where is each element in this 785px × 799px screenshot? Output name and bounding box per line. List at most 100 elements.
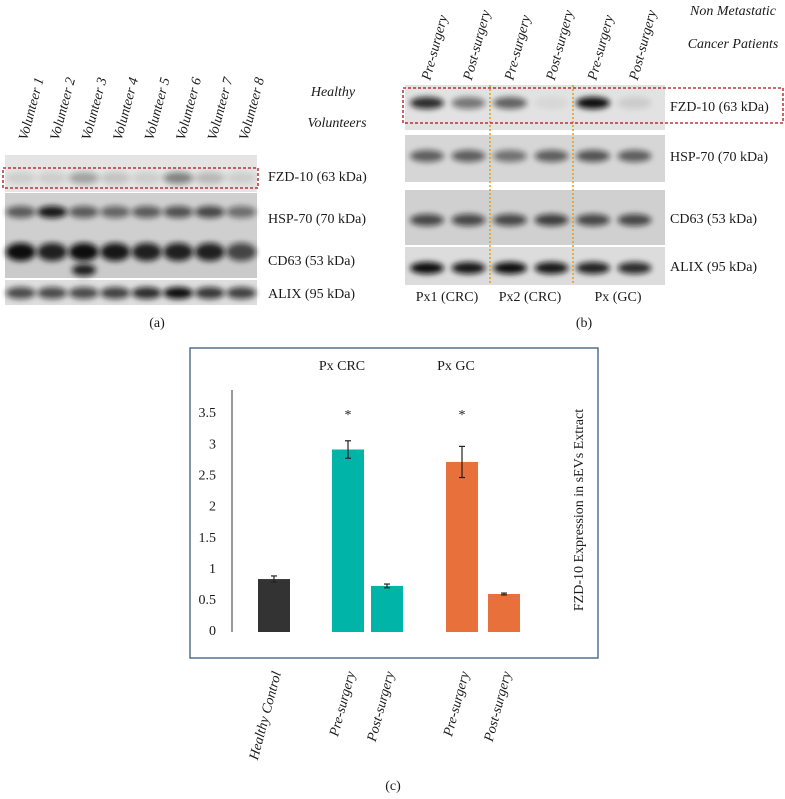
y-tick-label: 2 (209, 500, 216, 515)
column-label: Volunteer 1 (16, 76, 47, 142)
blot-band (534, 150, 569, 162)
y-tick-label: 1.5 (199, 531, 217, 546)
y-tick-label: 1 (209, 562, 216, 577)
blot-band (131, 243, 162, 261)
blot-band (534, 262, 569, 274)
panel-b-title: Cancer Patients (688, 37, 779, 52)
blots (5, 85, 665, 305)
blot-band (100, 287, 131, 299)
highlight-box (402, 87, 784, 124)
blot-band (100, 243, 131, 261)
blot-band (72, 264, 96, 276)
row-label: FZD-10 (63 kDa) (268, 170, 367, 185)
blot-band (5, 172, 36, 184)
x-tick-label: Post-surgery (365, 669, 399, 744)
column-label: Volunteer 5 (142, 76, 173, 142)
panel-b-title: Non Metastatic (689, 4, 777, 19)
blot-band (493, 262, 527, 274)
blot-band (617, 214, 652, 226)
x-tick-label: Pre-surgery (441, 669, 473, 739)
blot-band (5, 206, 36, 218)
column-label: Post-surgery (461, 8, 495, 83)
row-label: ALIX (95 kDa) (670, 260, 757, 275)
blot-band (410, 262, 444, 274)
blot-band (194, 206, 225, 218)
blot-band (576, 262, 610, 274)
row-label: HSP-70 (70 kDa) (670, 150, 768, 165)
column-label: Post-surgery (544, 8, 578, 83)
row-label: CD63 (53 kDa) (670, 212, 757, 227)
blot-band (37, 206, 68, 218)
panel-a-title: Volunteers (307, 116, 367, 131)
blot-band (163, 287, 194, 299)
column-label: Volunteer 7 (205, 75, 236, 142)
blot-band (100, 172, 131, 184)
group-label: Px2 (CRC) (499, 290, 562, 305)
blot-band (163, 172, 194, 184)
column-label: Volunteer 4 (111, 76, 142, 142)
y-tick-label: 0.5 (199, 593, 217, 608)
blot-band (451, 262, 486, 274)
blot-band (451, 214, 486, 226)
chart-frame (189, 347, 599, 659)
annotation: * (459, 408, 466, 423)
column-label: Pre-surgery (585, 13, 617, 83)
blot-band (493, 97, 527, 109)
blot-band (163, 206, 194, 218)
blot-band (68, 172, 99, 184)
column-label: Volunteer 3 (79, 76, 110, 142)
blot-band (617, 262, 652, 274)
blot-band (493, 150, 527, 162)
row-label: CD63 (53 kDa) (268, 254, 355, 269)
column-label: Volunteer 8 (237, 76, 268, 142)
bar (488, 594, 520, 632)
group-label: Px GC (437, 359, 475, 374)
blot-band (131, 287, 162, 299)
y-tick-label: 2.5 (199, 469, 217, 484)
column-label: Volunteer 6 (174, 76, 205, 142)
column-label: Volunteer 2 (48, 76, 79, 142)
blot-band (194, 243, 225, 261)
row-label: FZD-10 (63 kDa) (670, 100, 769, 115)
panel-label: (b) (576, 316, 593, 331)
blot-band (493, 214, 527, 226)
blot-band (226, 287, 257, 299)
y-tick-label: 3 (209, 437, 216, 452)
blot-band (410, 214, 444, 226)
blot-band (37, 287, 68, 299)
blot-band (194, 287, 225, 299)
blot-band (226, 243, 257, 261)
group-label: Px1 (CRC) (416, 290, 479, 305)
blot-band (5, 287, 36, 299)
x-tick-label: Pre-surgery (327, 669, 359, 739)
highlight-box (2, 167, 259, 189)
group-label: Px CRC (319, 359, 365, 374)
blot-band (451, 150, 486, 162)
blot-band (617, 97, 652, 109)
bar (371, 585, 403, 632)
blot-band (226, 206, 257, 218)
blot-band (68, 287, 99, 299)
blot-band (576, 214, 610, 226)
panel-label: (a) (149, 316, 165, 331)
blot-band (100, 206, 131, 218)
bar (332, 449, 364, 632)
blot-band (410, 97, 444, 109)
blot-band (5, 243, 36, 261)
blot-band (68, 206, 99, 218)
column-label: Pre-surgery (419, 13, 451, 83)
y-tick-label: 3.5 (199, 406, 217, 421)
blot-band (131, 172, 162, 184)
blot-band (410, 150, 444, 162)
blot-band (37, 172, 68, 184)
blot-band (451, 97, 486, 109)
blot-band (68, 243, 99, 261)
blot-band (163, 243, 194, 261)
blot-band (576, 97, 610, 109)
blot-band (131, 206, 162, 218)
y-tick-label: 0 (209, 624, 216, 639)
panel-label: (c) (385, 779, 401, 794)
annotation: * (345, 408, 352, 423)
